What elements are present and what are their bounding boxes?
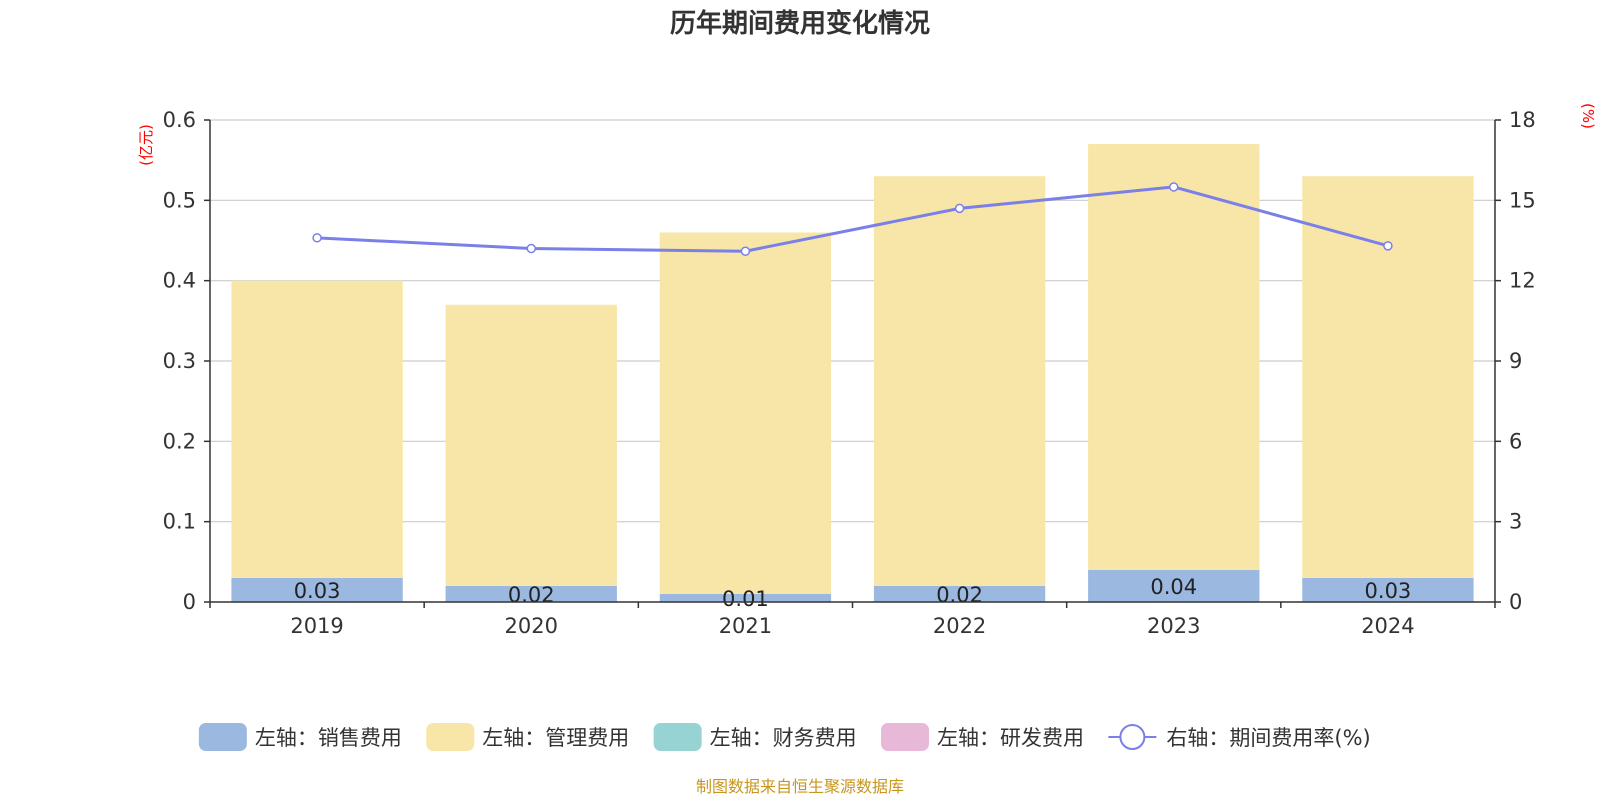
axes: 0 0.1 0.2 0.3 0.4 0.5 0.6 0 3 6 9 12 15 18 2019 2020 202… [163, 108, 1536, 638]
rate-point [740, 246, 751, 256]
bar-data-label: 0.04 [1150, 575, 1197, 599]
bar-0-2019 [231, 577, 403, 602]
bar-data-label: 0.03 [294, 579, 341, 603]
x-tick-label: 2024 [1361, 614, 1414, 638]
legend: 左轴：销售费用 左轴：管理费用 左轴：财务费用 左轴：研发费用 右轴：期间费用率(%) [198, 723, 1371, 751]
bar-data-label: 0.01 [722, 587, 769, 611]
legend-line-marker [1119, 724, 1146, 750]
rate-point [312, 233, 322, 243]
right-tick-label: 15 [1509, 188, 1536, 212]
chart-title: 历年期间费用变化情况 [670, 8, 930, 39]
gridlines [210, 119, 1495, 523]
rate-line [317, 185, 1389, 253]
right-axis-unit: (%) [1579, 103, 1597, 129]
bar-data-label: 0.02 [936, 583, 983, 607]
rate-point [1169, 182, 1179, 192]
right-tick-label: 18 [1509, 108, 1536, 132]
bar-1-2023 [1088, 144, 1260, 570]
bar-0-2023 [1088, 569, 1260, 602]
right-tick-label: 12 [1509, 269, 1536, 293]
left-axis-unit: (亿元) [137, 124, 155, 166]
legend-label: 左轴：管理费用 [482, 726, 629, 750]
bars [231, 144, 1474, 602]
legend-swatch [653, 723, 702, 751]
rate-point [1383, 241, 1393, 251]
left-tick-label: 0 [183, 590, 196, 614]
right-tick-label: 3 [1509, 510, 1522, 534]
line-series [312, 182, 1393, 256]
bar-0-2020 [445, 585, 617, 602]
bar-data-label: 0.03 [1365, 579, 1412, 603]
right-tick-label: 9 [1509, 349, 1522, 373]
legend-swatch [426, 723, 475, 751]
left-tick-label: 0.3 [163, 349, 196, 373]
x-tick-label: 2020 [505, 614, 558, 638]
bar-data-label: 0.02 [508, 583, 555, 607]
bar-0-2022 [873, 585, 1046, 602]
x-tick-label: 2022 [933, 614, 986, 638]
x-tick-label: 2019 [290, 614, 343, 638]
left-tick-label: 0.5 [163, 188, 196, 212]
left-tick-label: 0.6 [163, 108, 196, 132]
legend-label: 右轴：期间费用率(%) [1166, 726, 1370, 750]
bar-0-2021 [659, 593, 832, 602]
right-tick-label: 0 [1509, 590, 1522, 614]
legend-swatch [881, 723, 930, 751]
x-tick-label: 2023 [1147, 614, 1200, 638]
left-tick-label: 0.2 [163, 429, 196, 453]
x-tick-label: 2021 [719, 614, 772, 638]
legend-label: 左轴：财务费用 [710, 726, 857, 750]
rate-point [954, 203, 965, 214]
source-note: 制图数据来自恒生聚源数据库 [696, 777, 904, 796]
bar-1-2019 [231, 280, 403, 578]
bar-labels: 0.03 0.02 0.01 0.02 0.04 0.03 [294, 575, 1412, 611]
left-tick-label: 0.1 [163, 510, 196, 534]
left-tick-label: 0.4 [163, 269, 196, 293]
bar-0-2024 [1302, 577, 1474, 602]
legend-label: 左轴：销售费用 [255, 726, 402, 750]
bar-1-2020 [445, 304, 617, 586]
right-tick-label: 6 [1509, 429, 1522, 453]
legend-swatch [198, 723, 247, 751]
rate-point [526, 243, 536, 254]
bar-1-2022 [873, 176, 1046, 586]
bar-1-2024 [1302, 176, 1474, 578]
bar-1-2021 [659, 232, 832, 594]
legend-label: 左轴：研发费用 [937, 726, 1084, 750]
